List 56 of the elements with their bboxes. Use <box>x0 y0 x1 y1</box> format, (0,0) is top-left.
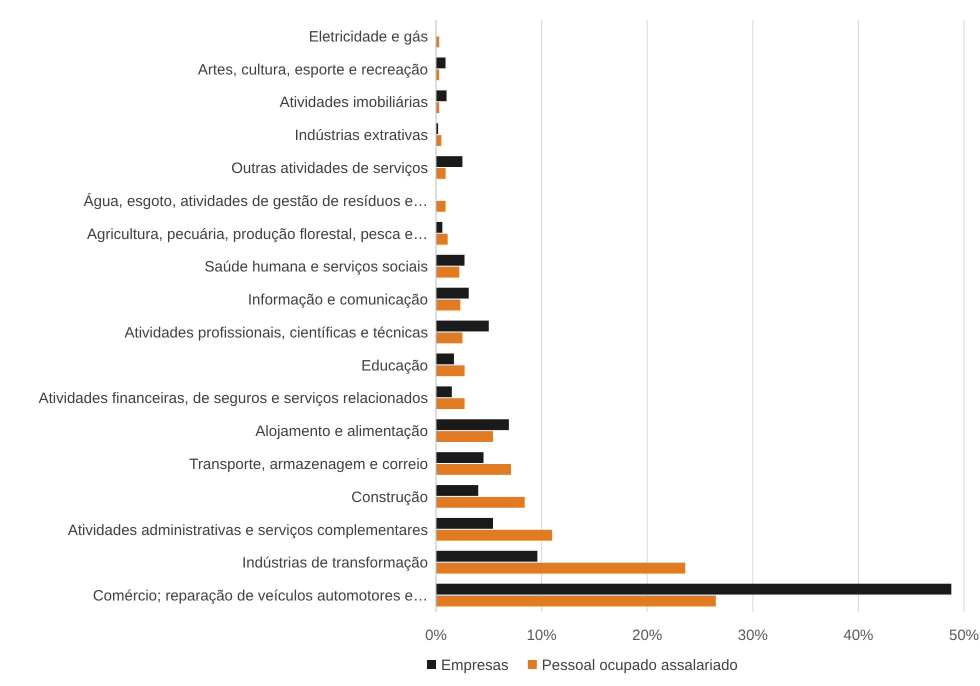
y-tick-label: Indústrias extrativas <box>294 127 428 144</box>
x-tick-label: 10% <box>526 627 557 644</box>
bar <box>436 200 446 212</box>
bar <box>436 550 538 562</box>
y-tick-label: Alojamento e alimentação <box>255 423 428 440</box>
x-tick-label: 20% <box>632 627 662 644</box>
bar <box>436 156 462 167</box>
bar <box>436 365 465 376</box>
bar <box>436 496 525 508</box>
bar <box>436 431 494 442</box>
bar <box>436 254 465 266</box>
bar <box>436 288 469 299</box>
bar <box>436 518 494 529</box>
bar <box>436 168 446 179</box>
bar <box>436 266 460 278</box>
bar <box>436 530 552 541</box>
bar <box>436 584 952 595</box>
bar <box>436 332 462 344</box>
bar <box>436 419 509 430</box>
bar <box>436 135 442 146</box>
y-tick-label: Atividades imobiliárias <box>280 94 428 112</box>
y-tick-label: Educação <box>361 357 428 374</box>
bar <box>436 596 716 606</box>
y-tick-label: Atividades profissionais, científicas e técnicas <box>124 324 428 342</box>
legend-label: Empresas <box>441 657 509 674</box>
bar <box>436 320 489 332</box>
y-tick-label: Construção <box>351 488 428 506</box>
x-tick-label: 50% <box>948 627 980 644</box>
y-tick-label: Atividades administrativas e serviços complementares <box>68 522 428 539</box>
y-tick-label: Outras atividades de serviços <box>231 160 428 177</box>
bar <box>436 353 454 364</box>
x-tick-label: 30% <box>738 627 768 644</box>
bar <box>436 300 460 310</box>
y-tick-label: Indústrias de transformação <box>242 554 428 572</box>
bar <box>436 57 446 68</box>
y-tick-label: Informação e comunicação <box>248 292 428 309</box>
y-tick-label: Agricultura, pecuária, produção florestal, pesca e… <box>86 226 428 243</box>
bar <box>436 234 448 245</box>
y-tick-label: Água, esgoto, atividades de gestão de resíduos e… <box>84 192 428 210</box>
y-tick-label: Atividades financeiras, de seguros e serviços relacionados <box>38 390 428 408</box>
bar <box>436 90 447 102</box>
bar <box>436 222 442 233</box>
y-tick-label: Artes, cultura, esporte e recreação <box>198 61 428 78</box>
bar <box>436 398 465 410</box>
x-tick-label: 40% <box>843 627 874 644</box>
bar <box>436 562 686 574</box>
bar <box>436 386 452 398</box>
y-tick-label: Comércio; reparação de veículos automotores e… <box>92 588 428 605</box>
y-tick-label: Eletricidade e gás <box>308 28 428 46</box>
bar <box>436 452 484 463</box>
y-tick-label: Transporte, armazenagem e correio <box>189 456 428 473</box>
legend-label: Pessoal ocupado assalariado <box>542 657 738 674</box>
y-tick-label: Saúde humana e serviços sociais <box>204 258 428 276</box>
x-tick-label: 0% <box>425 627 447 644</box>
bar <box>436 464 511 475</box>
bar <box>436 485 478 496</box>
